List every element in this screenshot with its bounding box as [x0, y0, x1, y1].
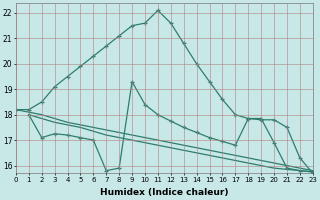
X-axis label: Humidex (Indice chaleur): Humidex (Indice chaleur) — [100, 188, 228, 197]
